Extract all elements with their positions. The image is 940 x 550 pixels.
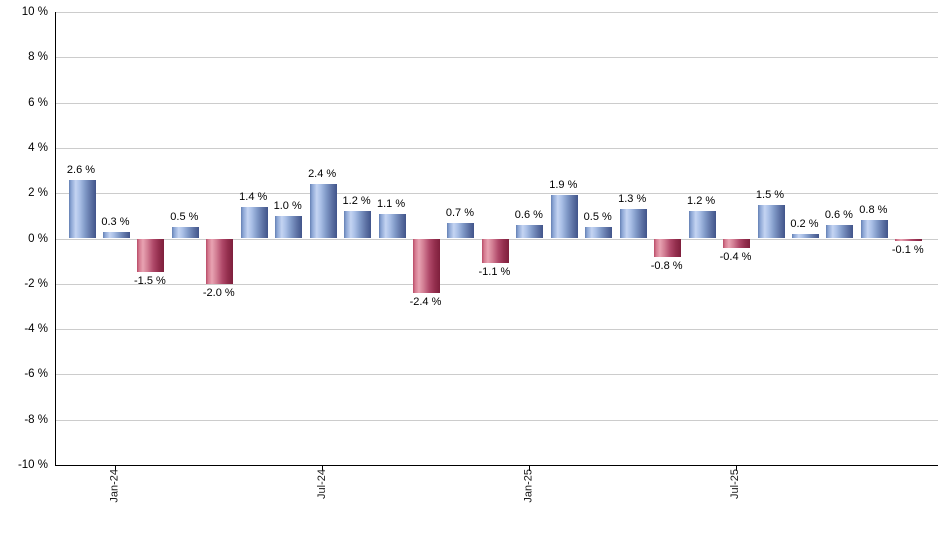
bar-value-label: -0.1 % xyxy=(891,243,924,256)
negative-bar-4 xyxy=(206,238,234,284)
negative-bar-12 xyxy=(481,238,509,264)
gridline--8 xyxy=(56,419,938,421)
y-axis-label: 4 % xyxy=(28,141,48,154)
negative-bar-10 xyxy=(413,238,440,293)
y-axis-label: 6 % xyxy=(28,96,48,109)
bar-value-label: 0.5 % xyxy=(583,211,612,224)
gridline-4 xyxy=(56,147,938,149)
x-axis-tick xyxy=(735,466,737,471)
bar-value-label: -1.1 % xyxy=(478,266,511,279)
positive-bar-20 xyxy=(757,204,785,239)
positive-bar-9 xyxy=(378,213,406,239)
x-axis-label-Jul-24: Jul-24 xyxy=(315,469,328,499)
bar-value-label: -1.5 % xyxy=(133,275,166,288)
positive-bar-18 xyxy=(688,211,716,239)
gridline--6 xyxy=(56,374,938,376)
gridline-2 xyxy=(56,193,938,195)
bar-value-label: 0.2 % xyxy=(790,217,819,230)
bar-value-label: -0.8 % xyxy=(650,259,683,272)
y-axis-label: -2 % xyxy=(24,277,48,290)
bar-value-label: 0.8 % xyxy=(859,204,888,217)
x-axis-label-Jan-25: Jan-25 xyxy=(522,469,535,503)
positive-bar-5 xyxy=(240,206,268,239)
positive-bar-23 xyxy=(860,220,888,239)
positive-bar-22 xyxy=(826,224,854,239)
bar-value-label: -2.4 % xyxy=(409,295,442,308)
bar-value-label: 0.6 % xyxy=(824,208,853,221)
bar-value-label: 1.1 % xyxy=(376,197,406,210)
bar-value-label: 2.4 % xyxy=(308,168,337,181)
bar-value-label: 1.2 % xyxy=(687,195,716,208)
y-axis-label: 10 % xyxy=(21,6,48,18)
x-axis-label-Jan-24: Jan-24 xyxy=(108,469,121,503)
positive-bar-1 xyxy=(102,231,130,239)
gridline--4 xyxy=(56,329,938,331)
x-axis-tick xyxy=(528,466,530,471)
positive-bar-0 xyxy=(68,179,96,239)
positive-bar-13 xyxy=(516,224,544,239)
negative-bar-24 xyxy=(895,238,923,241)
positive-bar-7 xyxy=(309,184,337,239)
bar-value-label: 0.3 % xyxy=(101,215,130,228)
bar-value-label: 1.0 % xyxy=(273,199,302,212)
bar-value-label: 1.2 % xyxy=(342,195,371,208)
plot-area xyxy=(55,12,938,466)
positive-bar-6 xyxy=(275,215,303,239)
gridline--2 xyxy=(56,283,938,285)
gridline-10 xyxy=(56,12,938,13)
positive-bar-16 xyxy=(619,209,647,239)
y-axis-label: 8 % xyxy=(28,51,48,64)
bar-value-label: 1.9 % xyxy=(549,179,578,192)
positive-bar-15 xyxy=(585,227,613,239)
gridline-8 xyxy=(56,57,938,59)
bar-value-label: 0.7 % xyxy=(445,206,474,219)
x-axis-tick xyxy=(322,466,324,471)
bar-value-label: -2.0 % xyxy=(202,286,235,299)
bar-value-label: 1.5 % xyxy=(755,188,785,201)
positive-bar-21 xyxy=(791,233,819,239)
positive-bar-14 xyxy=(550,195,578,239)
bar-value-label: 2.6 % xyxy=(66,163,96,176)
positive-bar-11 xyxy=(447,222,475,239)
bar-value-label: 0.5 % xyxy=(170,211,199,224)
y-axis-label: -4 % xyxy=(24,323,48,336)
negative-bar-19 xyxy=(723,238,751,248)
positive-bar-8 xyxy=(344,211,372,239)
negative-bar-2 xyxy=(137,238,165,273)
bar-value-label: 0.6 % xyxy=(514,208,543,221)
x-axis-label-Jul-25: Jul-25 xyxy=(729,469,742,499)
y-axis-label: -6 % xyxy=(24,368,48,381)
y-axis-label: 2 % xyxy=(28,187,48,200)
bar-value-label: 1.3 % xyxy=(618,193,647,206)
negative-bar-17 xyxy=(654,238,682,257)
x-axis-tick xyxy=(115,466,117,471)
positive-bar-3 xyxy=(171,227,199,239)
bar-value-label: -0.4 % xyxy=(719,250,752,263)
gridline-6 xyxy=(56,102,938,104)
y-axis-label: 0 % xyxy=(28,232,48,245)
bar-value-label: 1.4 % xyxy=(239,190,268,203)
y-axis-label: -10 % xyxy=(17,459,48,471)
y-axis-label: -8 % xyxy=(24,413,48,426)
